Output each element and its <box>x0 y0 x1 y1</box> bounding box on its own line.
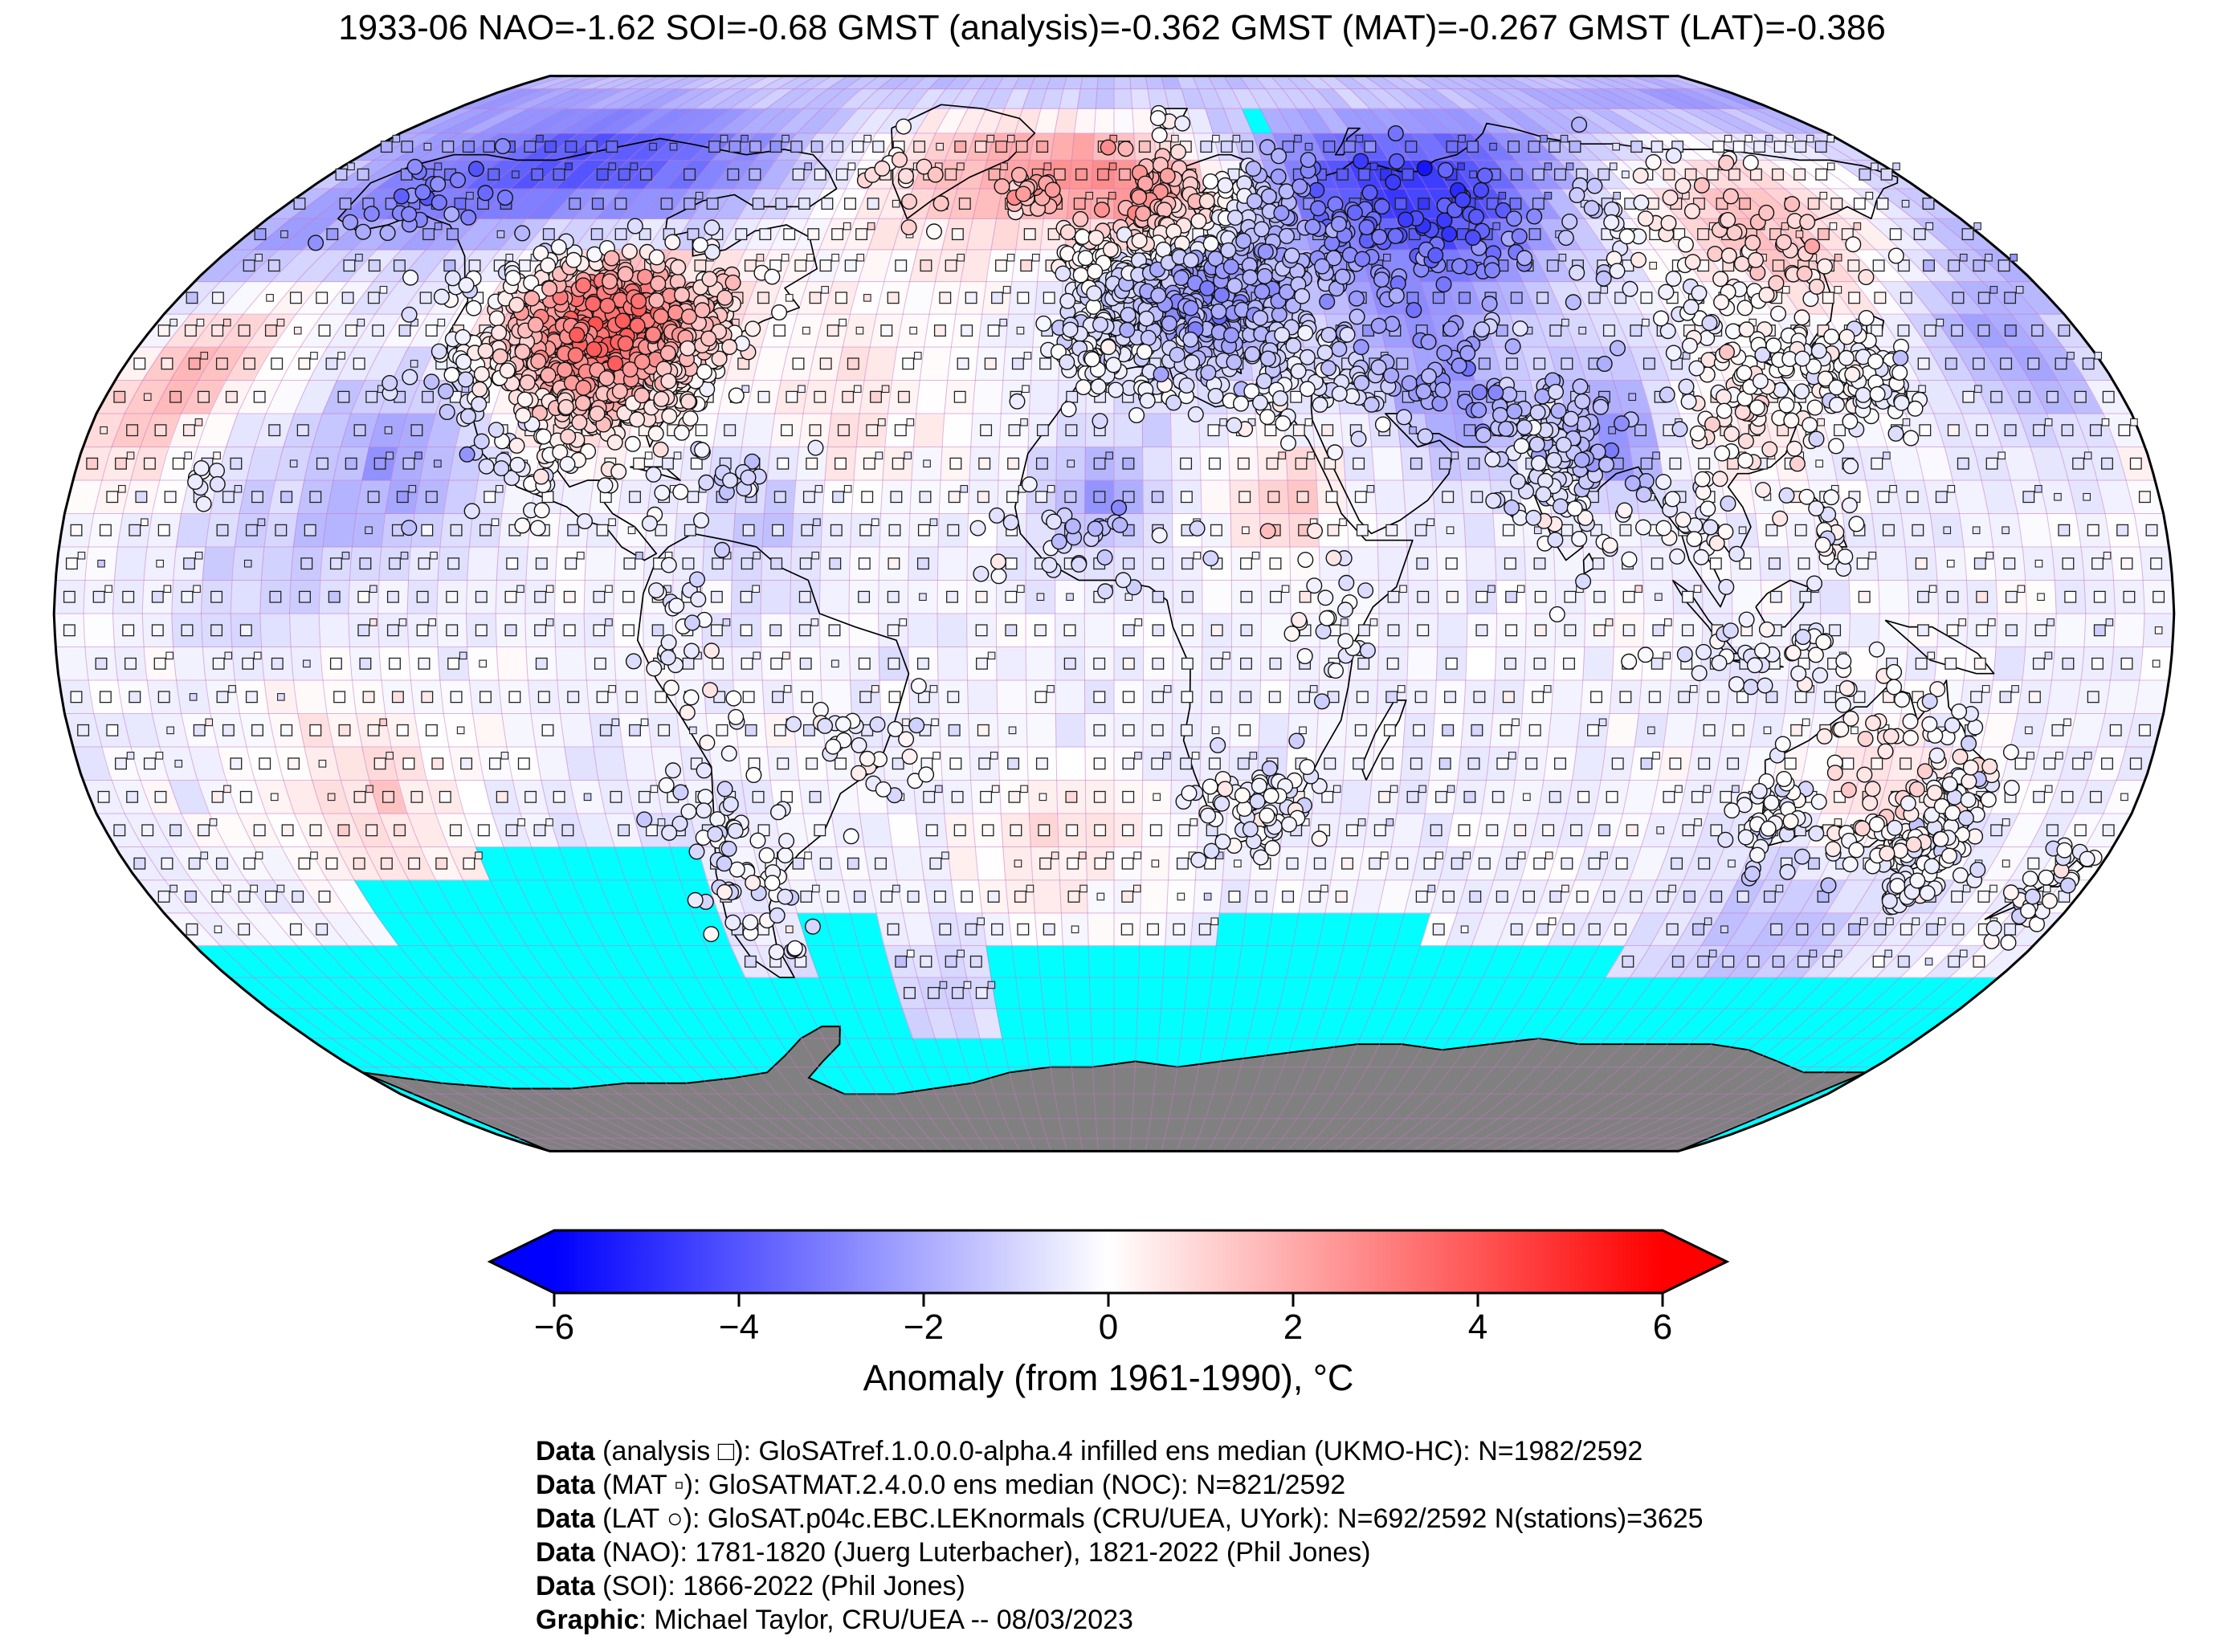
attribution-line-mat: Data (MAT ▫): GloSATMAT.2.4.0.0 ens medi… <box>536 1470 1346 1500</box>
colorbar-tick-label: −6 <box>533 1307 575 1347</box>
colorbar-tick-label: 0 <box>1098 1307 1119 1347</box>
attribution-line-analysis: Data (analysis □): GloSATref.1.0.0.0-alp… <box>536 1436 1643 1466</box>
attribution-line-soi: Data (SOI): 1866-2022 (Phil Jones) <box>536 1571 965 1601</box>
colorbar-tick-label: −2 <box>903 1307 945 1347</box>
attribution-line-nao: Data (NAO): 1781-1820 (Juerg Luterbacher… <box>536 1537 1371 1568</box>
colorbar <box>487 1229 1730 1307</box>
colorbar-tick-label: 4 <box>1467 1307 1488 1347</box>
colorbar-tick-label: 6 <box>1652 1307 1673 1347</box>
colorbar-tick-label: 2 <box>1283 1307 1304 1347</box>
colorbar-axis-label: Anomaly (from 1961-1990), °C <box>863 1357 1354 1398</box>
attribution-line-graphic: Graphic: Michael Taylor, CRU/UEA -- 08/0… <box>536 1605 1133 1635</box>
attribution-line-lat: Data (LAT ○): GloSAT.p04c.EBC.LEKnormals… <box>536 1503 1704 1534</box>
lat-station-circle-markers <box>187 104 2103 961</box>
attribution-block: Data (analysis □): GloSATref.1.0.0.0-alp… <box>536 1434 1704 1637</box>
figure-title: 1933-06 NAO=-1.62 SOI=-0.68 GMST (analys… <box>338 8 1886 47</box>
colorbar-tick-label: −4 <box>718 1307 760 1347</box>
